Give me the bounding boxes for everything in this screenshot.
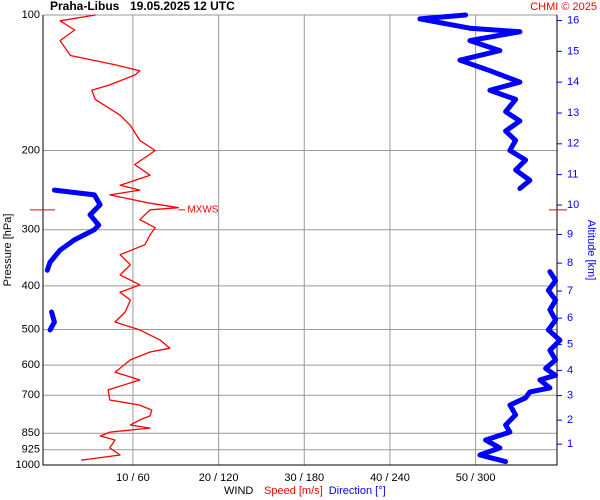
source: CHMI © 2025 bbox=[530, 1, 597, 13]
y2-tick-label: 4 bbox=[567, 364, 573, 376]
y2-tick-label: 7 bbox=[567, 285, 573, 297]
legend-title: WIND bbox=[224, 485, 253, 497]
chart-subtitle: 19.05.2025 12 UTC bbox=[130, 0, 235, 13]
y2-tick-label: 8 bbox=[567, 257, 573, 269]
y2-tick-label: 13 bbox=[567, 107, 579, 119]
axis-frame bbox=[42, 15, 558, 466]
y2-tick-label: 6 bbox=[567, 312, 573, 324]
legend-entry: Speed [m/s] bbox=[264, 485, 323, 497]
y2-tick-label: 11 bbox=[567, 169, 578, 181]
y2-tick-label: 2 bbox=[567, 414, 573, 426]
y2-tick-label: 15 bbox=[567, 45, 579, 57]
chart-title: Praha-Libus bbox=[50, 0, 120, 13]
y2-tick-label: 5 bbox=[567, 339, 573, 351]
y2-tick-label: 10 bbox=[567, 199, 579, 211]
y2-tick-label: 14 bbox=[567, 76, 579, 88]
y-tick-label: 600 bbox=[22, 359, 40, 371]
direction-line bbox=[44, 12, 563, 465]
y-tick-label: 400 bbox=[22, 280, 40, 292]
x-tick-label: 10 / 60 bbox=[116, 472, 150, 484]
x-tick-label: 30 / 180 bbox=[284, 472, 324, 484]
mxws-label: MXWS bbox=[187, 204, 218, 215]
x-tick-label: 40 / 240 bbox=[370, 472, 410, 484]
y-tick-label: 500 bbox=[22, 323, 40, 335]
y-axis-label: Pressure [hPa] bbox=[2, 214, 14, 287]
y2-tick-label: 16 bbox=[567, 14, 579, 26]
y-tick-label: 1000 bbox=[16, 459, 40, 471]
y-tick-label: 100 bbox=[22, 9, 40, 21]
y2-axis-label: Altitude [km] bbox=[585, 220, 597, 281]
y-tick-label: 925 bbox=[22, 444, 40, 456]
y-tick-label: 300 bbox=[22, 224, 40, 236]
legend-entry: Direction [°] bbox=[329, 485, 386, 497]
y2-tick-label: 9 bbox=[567, 228, 573, 240]
y-tick-label: 200 bbox=[22, 144, 40, 156]
y2-tick-label: 12 bbox=[567, 138, 579, 150]
x-tick-label: 20 / 120 bbox=[199, 472, 239, 484]
y-tick-label: 700 bbox=[22, 389, 40, 401]
x-tick-label: 50 / 300 bbox=[456, 472, 496, 484]
y2-tick-label: 1 bbox=[567, 438, 573, 450]
speed-line bbox=[59, 14, 180, 461]
y2-tick-label: 3 bbox=[567, 390, 573, 402]
y-tick-label: 850 bbox=[22, 427, 40, 439]
